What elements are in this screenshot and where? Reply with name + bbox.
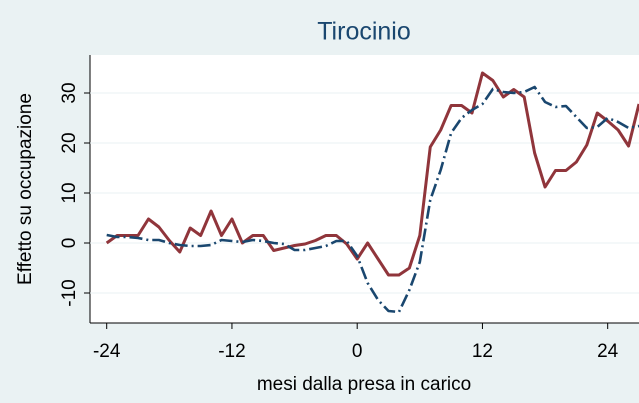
- y-axis-label: Effetto su occupazione: [15, 93, 36, 285]
- x-tick-label: -12: [218, 341, 245, 362]
- x-tick-label: -24: [93, 341, 121, 362]
- series-line: [106, 85, 639, 314]
- y-tick-label: 20: [59, 132, 80, 153]
- y-tick-label: 30: [59, 82, 80, 103]
- series-line: [105, 71, 639, 277]
- y-tick-label: 10: [59, 182, 80, 203]
- x-axis-label: mesi dalla presa in carico: [257, 374, 471, 395]
- chart-title: Tirocinio: [317, 18, 411, 46]
- x-tick-label: 24: [597, 341, 619, 362]
- plot-area: [90, 55, 639, 323]
- x-tick-label: 12: [472, 341, 493, 362]
- y-tick-label: -10: [59, 279, 80, 306]
- x-tick-label: 0: [352, 341, 363, 362]
- y-tick-label: 0: [59, 238, 80, 249]
